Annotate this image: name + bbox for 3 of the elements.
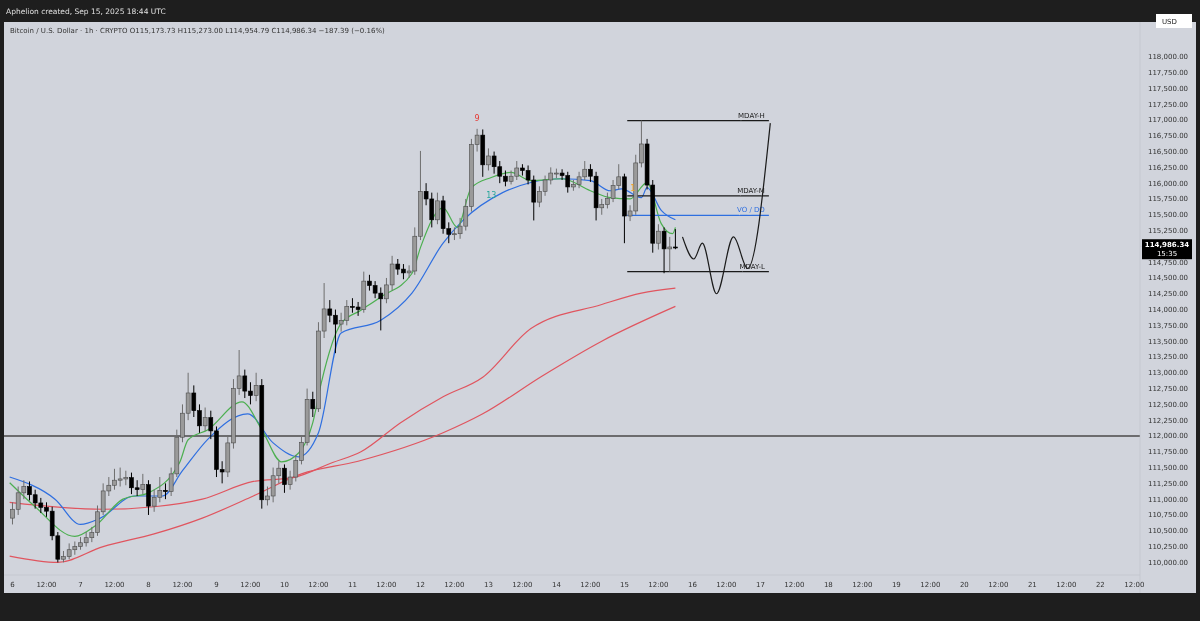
annotation: 9 bbox=[474, 113, 480, 123]
annotation: 1 bbox=[630, 183, 636, 193]
annotation: 13 bbox=[486, 190, 497, 200]
